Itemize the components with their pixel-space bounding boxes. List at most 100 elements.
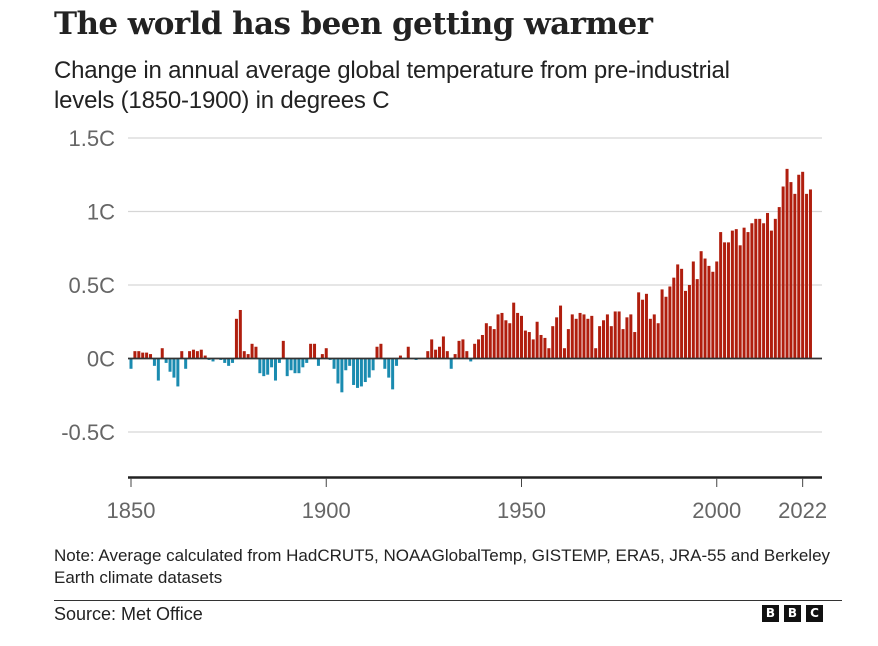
bar-1982 bbox=[644, 293, 648, 359]
bar-1857 bbox=[156, 358, 160, 381]
bar-1911 bbox=[367, 358, 371, 378]
chart-note: Note: Average calculated from HadCRUT5, … bbox=[54, 546, 831, 587]
bar-1948 bbox=[512, 302, 516, 359]
bar-1983 bbox=[648, 318, 652, 359]
bar-1935 bbox=[461, 339, 465, 359]
bar-1905 bbox=[344, 358, 348, 371]
bar-1903 bbox=[336, 358, 340, 384]
bar-1995 bbox=[695, 279, 699, 359]
y-tick-label: 0.5C bbox=[69, 273, 116, 298]
x-axis: 1850 1900 1950 2000 2022 bbox=[107, 476, 827, 523]
bar-1963 bbox=[570, 314, 574, 359]
bar-1871 bbox=[211, 358, 215, 362]
bar-1959 bbox=[555, 317, 559, 359]
bar-1998 bbox=[707, 265, 711, 359]
bar-1878 bbox=[238, 309, 242, 359]
bar-1984 bbox=[652, 314, 656, 359]
bar-2001 bbox=[719, 232, 723, 359]
bar-1851 bbox=[133, 351, 137, 359]
bbc-logo-letter: B bbox=[784, 605, 801, 622]
bar-1889 bbox=[281, 340, 285, 359]
bar-1966 bbox=[582, 314, 586, 359]
bar-1941 bbox=[484, 323, 488, 359]
bar-1940 bbox=[480, 334, 484, 359]
bar-1891 bbox=[289, 358, 293, 371]
bar-1993 bbox=[687, 285, 691, 359]
x-tick-label: 1950 bbox=[497, 498, 546, 523]
bar-2017 bbox=[781, 186, 785, 359]
bar-1955 bbox=[539, 334, 543, 359]
bar-1885 bbox=[266, 358, 270, 375]
bar-1996 bbox=[699, 251, 703, 359]
bar-1918 bbox=[395, 358, 399, 366]
bar-1927 bbox=[430, 339, 434, 359]
bar-1952 bbox=[527, 332, 531, 359]
bar-2021 bbox=[797, 174, 801, 359]
bar-1994 bbox=[691, 261, 695, 359]
bar-1987 bbox=[664, 296, 668, 359]
bar-1915 bbox=[383, 358, 387, 369]
bar-1980 bbox=[637, 292, 641, 359]
x-tick-label: 1850 bbox=[107, 498, 156, 523]
bar-1921 bbox=[406, 346, 410, 359]
bar-1934 bbox=[457, 340, 461, 359]
bar-1869 bbox=[203, 355, 207, 359]
bar-1858 bbox=[160, 348, 164, 359]
bar-1978 bbox=[629, 314, 633, 359]
bar-1931 bbox=[445, 351, 449, 359]
x-tick-label: 2022 bbox=[778, 498, 827, 523]
bar-1942 bbox=[488, 326, 492, 359]
bar-1919 bbox=[398, 355, 402, 359]
bar-1951 bbox=[523, 330, 527, 359]
bar-1999 bbox=[711, 271, 715, 359]
bar-2006 bbox=[738, 245, 742, 359]
bar-1865 bbox=[188, 351, 192, 359]
bar-2013 bbox=[766, 212, 770, 359]
bar-1914 bbox=[379, 343, 383, 359]
bar-1960 bbox=[559, 305, 563, 359]
bar-2008 bbox=[746, 232, 750, 359]
bar-1954 bbox=[535, 321, 539, 359]
y-tick-label: 1.5C bbox=[69, 126, 116, 151]
y-tick-label: 1C bbox=[87, 200, 115, 225]
bar-1904 bbox=[340, 358, 344, 393]
bar-1997 bbox=[703, 258, 707, 359]
bar-1859 bbox=[164, 358, 168, 363]
bar-2022 bbox=[801, 171, 805, 359]
bar-1855 bbox=[149, 354, 153, 359]
bar-1961 bbox=[562, 348, 566, 359]
bar-1979 bbox=[633, 332, 637, 359]
bar-1970 bbox=[598, 326, 602, 359]
bar-2023 bbox=[805, 193, 809, 359]
bar-1950 bbox=[519, 315, 524, 359]
bar-2010 bbox=[754, 218, 758, 359]
bar-1992 bbox=[684, 290, 688, 359]
bar-2000 bbox=[715, 261, 719, 359]
bar-1968 bbox=[590, 315, 594, 359]
bar-1988 bbox=[668, 286, 672, 359]
source-label: Source: Met Office bbox=[54, 604, 203, 624]
bar-1929 bbox=[437, 346, 441, 359]
bar-1973 bbox=[609, 326, 613, 359]
bar-1977 bbox=[625, 317, 629, 359]
bar-1898 bbox=[316, 358, 320, 366]
bar-1888 bbox=[277, 358, 281, 363]
bar-1976 bbox=[621, 329, 625, 359]
bbc-logo-letter: C bbox=[806, 605, 823, 622]
bar-1875 bbox=[227, 358, 231, 366]
x-tick-label: 1900 bbox=[302, 498, 351, 523]
bar-1910 bbox=[363, 358, 367, 383]
bars bbox=[129, 168, 812, 393]
bar-1881 bbox=[250, 343, 254, 359]
bar-2012 bbox=[762, 223, 766, 359]
bar-chart: 1.5C 1C 0.5C 0C -0.5C 1850 1900 1950 2000 2022 bbox=[61, 126, 827, 523]
bar-2019 bbox=[789, 182, 793, 359]
x-tick-label: 2000 bbox=[692, 498, 741, 523]
bar-1947 bbox=[508, 323, 512, 359]
bar-1930 bbox=[441, 336, 445, 359]
bar-1863 bbox=[180, 351, 184, 359]
bar-1953 bbox=[531, 339, 535, 359]
bar-1957 bbox=[547, 348, 551, 359]
bar-1853 bbox=[141, 352, 145, 359]
bar-1856 bbox=[152, 358, 156, 366]
